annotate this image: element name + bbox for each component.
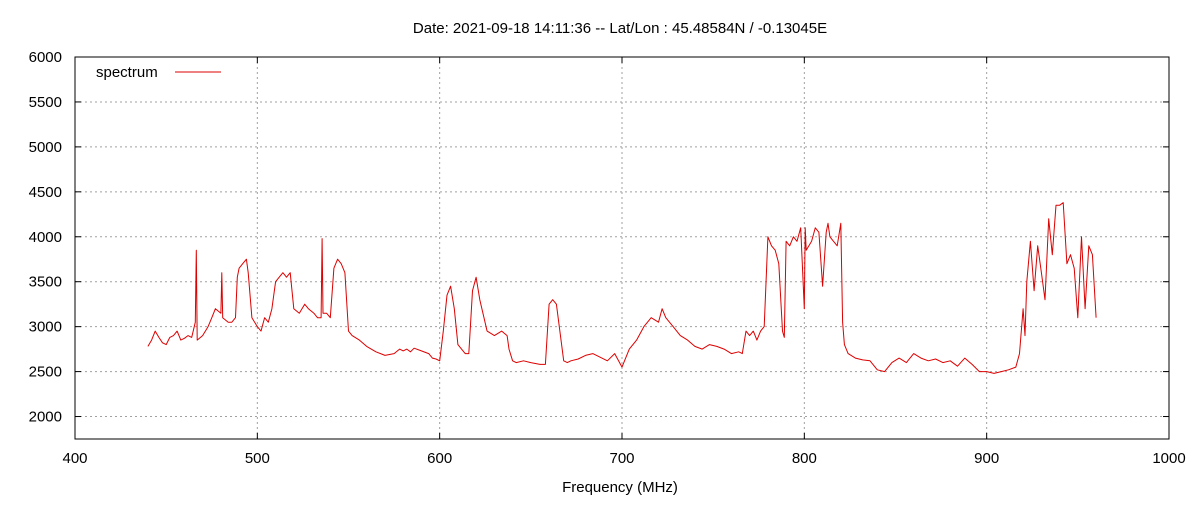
- series-layer: [147, 202, 1097, 374]
- y-tick-label: 4500: [29, 184, 62, 201]
- x-tick-label: 600: [427, 450, 452, 467]
- y-tick-label: 2000: [29, 409, 62, 426]
- x-tick-label: 800: [792, 450, 817, 467]
- legend: spectrum: [96, 64, 221, 81]
- y-tick-label: 4000: [29, 229, 62, 246]
- x-tick-label: 900: [974, 450, 999, 467]
- x-axis-label: Frequency (MHz): [562, 479, 678, 496]
- y-tick-label: 3000: [29, 319, 62, 336]
- x-tick-label: 500: [245, 450, 270, 467]
- y-tick-label: 3500: [29, 274, 62, 291]
- x-tick-label: 700: [609, 450, 634, 467]
- legend-label-spectrum: spectrum: [96, 64, 158, 81]
- ticks-layer: 400 500 600 700 800 900 1000 2000 2500 3000 3500 40…: [29, 49, 1186, 467]
- grid-layer: [75, 57, 1169, 439]
- y-tick-label: 6000: [29, 49, 62, 66]
- y-tick-label: 5000: [29, 139, 62, 156]
- x-tick-label: 1000: [1152, 450, 1185, 467]
- x-tick-label: 400: [62, 450, 87, 467]
- series-line-spectrum: [147, 202, 1097, 374]
- chart-title: Date: 2021-09-18 14:11:36 -- Lat/Lon : 4…: [413, 20, 827, 37]
- y-tick-label: 2500: [29, 364, 62, 381]
- y-tick-label: 5500: [29, 94, 62, 111]
